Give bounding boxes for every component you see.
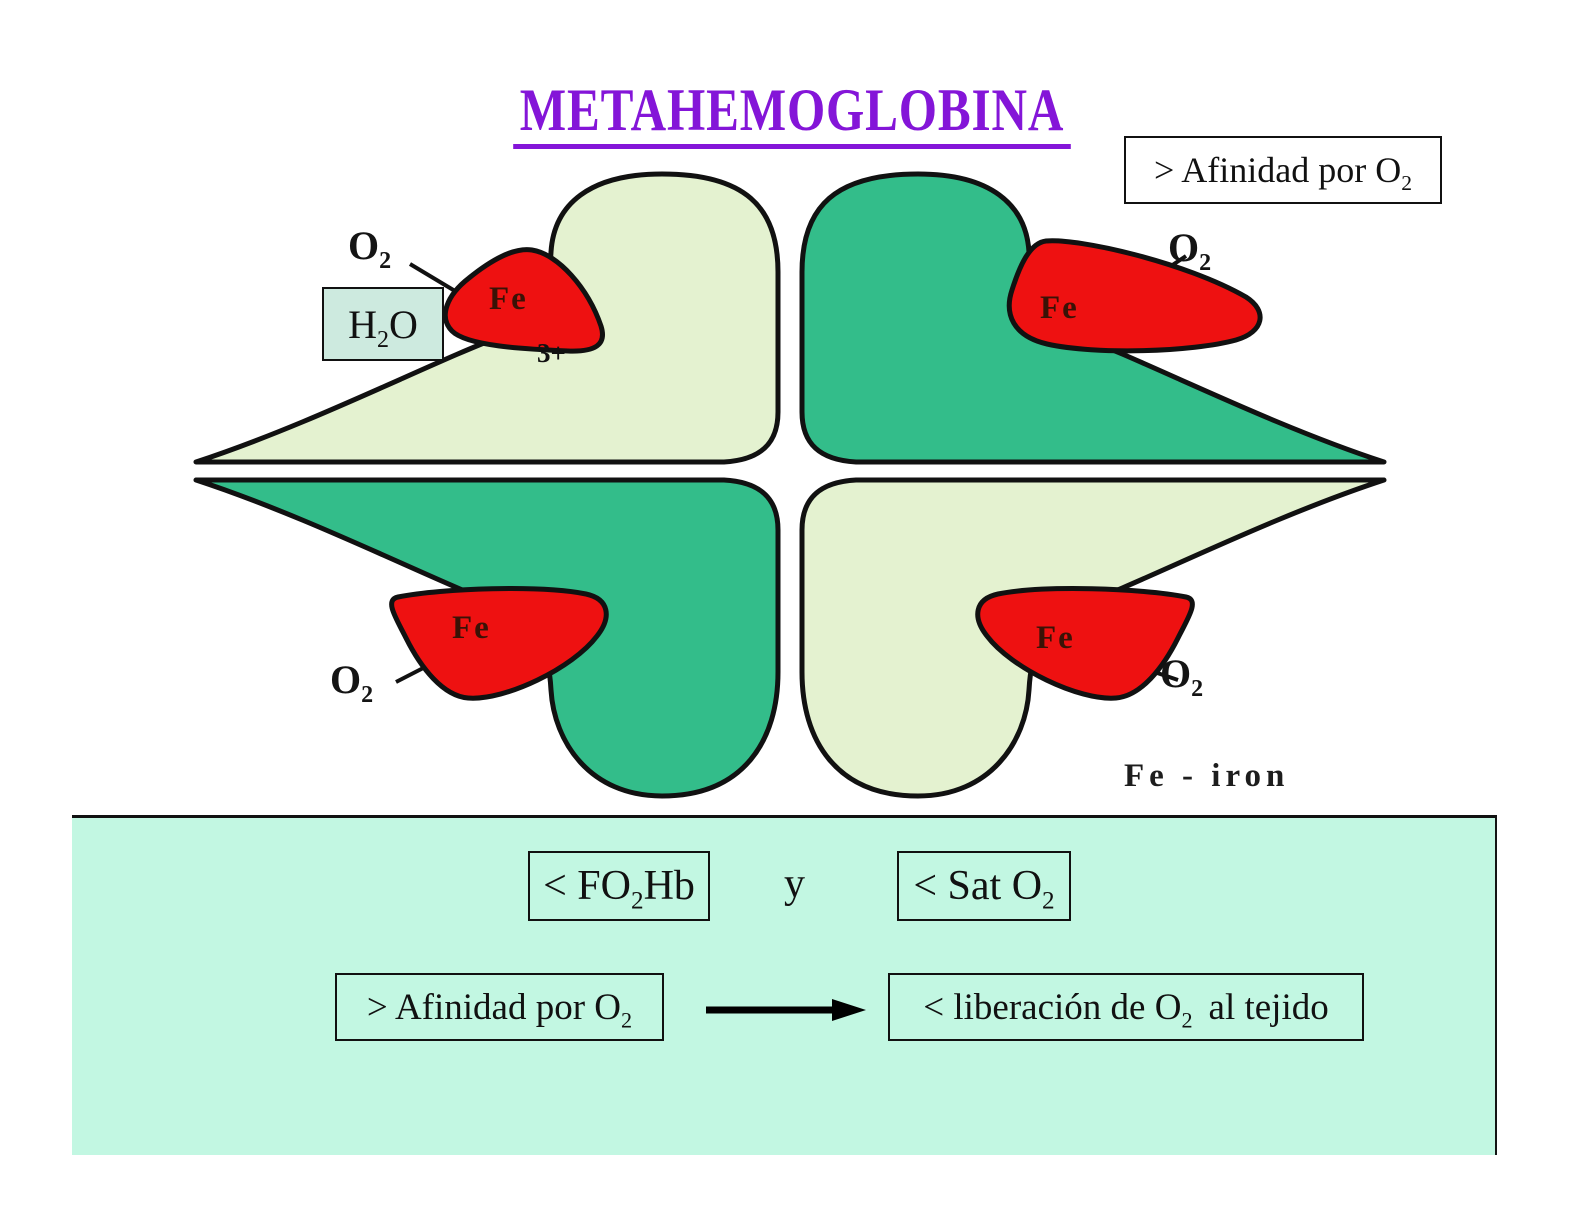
conjunction-label: y bbox=[784, 861, 805, 907]
fe-label-top-right: Fe bbox=[1040, 290, 1079, 326]
affinity-note-box: > Afinidad por O2 bbox=[1124, 136, 1442, 204]
fo2hb-text: < FO2Hb bbox=[543, 863, 695, 915]
o2-label-top-right: O2 bbox=[1168, 225, 1212, 276]
fe-charge-label: 3+ bbox=[537, 338, 566, 368]
subunit-top-right bbox=[799, 171, 1387, 465]
title-wrap: METAHEMOGLOBINA bbox=[0, 79, 1584, 150]
fo2hb-box: < FO2Hb bbox=[528, 851, 710, 921]
afinidad-text: > Afinidad por O2 bbox=[366, 986, 633, 1032]
o2-label-bottom-left: O2 bbox=[330, 657, 374, 708]
arrow-icon bbox=[706, 999, 866, 1021]
o2-label-top-left: O2 bbox=[348, 223, 392, 274]
sato2-box: < Sat O2 bbox=[897, 851, 1071, 921]
liberacion-box: < liberación de O2 al tejido bbox=[888, 973, 1364, 1041]
o2-bond-line-bottom-left bbox=[395, 642, 471, 684]
summary-panel: < FO2Hb y < Sat O2 > Afinidad por O2 < l… bbox=[72, 815, 1497, 1155]
sato2-text: < Sat O2 bbox=[913, 863, 1055, 915]
fe-iron-legend: Fe - iron bbox=[1124, 758, 1290, 794]
liberacion-text: < liberación de O2 al tejido bbox=[923, 986, 1329, 1032]
fe-label-bottom-right: Fe bbox=[1036, 620, 1075, 656]
afinidad-box: > Afinidad por O2 bbox=[335, 973, 664, 1041]
subunit-bottom-right bbox=[799, 477, 1387, 799]
page-title: METAHEMOGLOBINA bbox=[513, 79, 1071, 150]
h2o-label: H2O bbox=[348, 301, 418, 353]
h2o-label-box: H2O bbox=[322, 287, 444, 361]
subunit-top-left bbox=[193, 171, 781, 465]
fe-label-top-left: Fe bbox=[489, 281, 528, 317]
heme-group-bottom-left bbox=[389, 586, 609, 701]
o2-label-bottom-right: O2 bbox=[1160, 651, 1204, 702]
fe-label-bottom-left: Fe bbox=[452, 610, 491, 646]
affinity-note-text: > Afinidad por O2 bbox=[1153, 150, 1413, 196]
